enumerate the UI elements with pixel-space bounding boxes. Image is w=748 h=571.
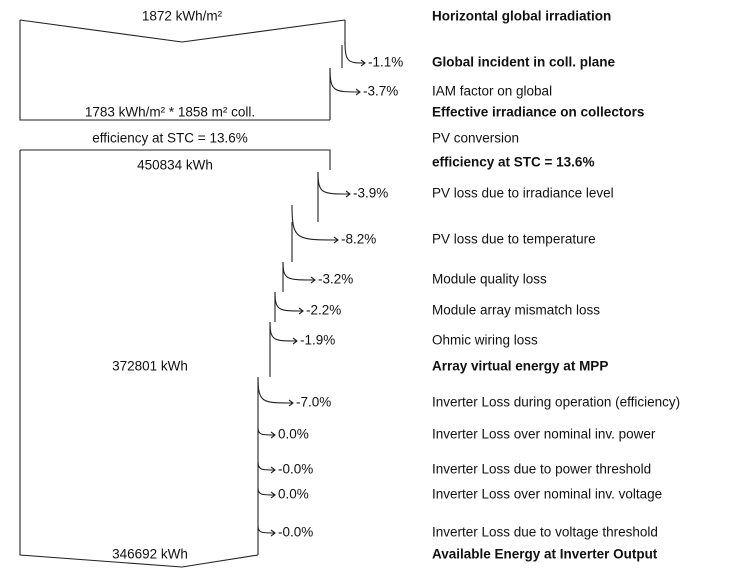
loss-value: -2.2% xyxy=(306,303,341,318)
loss-arc xyxy=(329,67,361,96)
loss-arc xyxy=(291,204,339,244)
irradiance-box xyxy=(19,19,346,121)
loss-arc xyxy=(257,487,276,499)
row-label: Module array mismatch loss xyxy=(432,303,600,318)
row-label: Inverter Loss due to power threshold xyxy=(432,462,651,477)
row-label: Global incident in coll. plane xyxy=(432,55,616,70)
loss-value: -8.2% xyxy=(341,232,376,247)
loss-value: -1.1% xyxy=(368,55,403,70)
box-value: 346692 kWh xyxy=(112,547,188,562)
loss-arc xyxy=(344,41,366,67)
loss-arc xyxy=(317,171,351,198)
row-label: Effective irradiance on collectors xyxy=(432,105,644,120)
row-label: PV conversion xyxy=(432,131,519,146)
loss-value: -3.2% xyxy=(318,272,353,287)
loss-value: -3.9% xyxy=(353,186,388,201)
row-label: Inverter Loss over nominal inv. voltage xyxy=(432,487,662,502)
loss-arc xyxy=(257,376,294,407)
row-label: Horizontal global irradiation xyxy=(432,9,611,24)
loss-arc xyxy=(269,321,298,345)
row-label: Inverter Loss due to voltage threshold xyxy=(432,525,658,540)
row-label: PV loss due to temperature xyxy=(432,232,596,247)
loss-value: -0.0% xyxy=(278,525,313,540)
loss-value: 0.0% xyxy=(278,487,309,502)
loss-arc xyxy=(257,427,276,439)
row-label: IAM factor on global xyxy=(432,84,552,99)
loss-value: -7.0% xyxy=(296,395,331,410)
row-label: efficiency at STC = 13.6% xyxy=(432,155,594,170)
loss-arc xyxy=(257,461,276,474)
loss-value: -1.9% xyxy=(300,333,335,348)
row-label: PV loss due to irradiance level xyxy=(432,186,614,201)
box-value: 450834 kWh xyxy=(137,158,213,173)
box-value: 372801 kWh xyxy=(112,359,188,374)
box-value: efficiency at STC = 13.6% xyxy=(92,131,247,146)
loss-value: -0.0% xyxy=(278,462,313,477)
loss-value: 0.0% xyxy=(278,427,309,442)
box-value: 1783 kWh/m² * 1858 m² coll. xyxy=(85,105,255,120)
box-value: 1872 kWh/m² xyxy=(142,9,223,24)
row-label: Ohmic wiring loss xyxy=(432,333,538,348)
loss-arc xyxy=(257,525,276,537)
energy-box xyxy=(19,149,331,568)
row-label: Module quality loss xyxy=(432,272,547,287)
loss-value: -3.7% xyxy=(363,84,398,99)
row-label: Inverter Loss over nominal inv. power xyxy=(432,427,656,442)
loss-arc xyxy=(282,261,316,284)
row-label: Array virtual energy at MPP xyxy=(432,359,608,374)
row-label: Inverter Loss during operation (efficien… xyxy=(432,395,680,410)
loss-arc xyxy=(274,291,304,315)
row-label: Available Energy at Inverter Output xyxy=(432,547,658,562)
